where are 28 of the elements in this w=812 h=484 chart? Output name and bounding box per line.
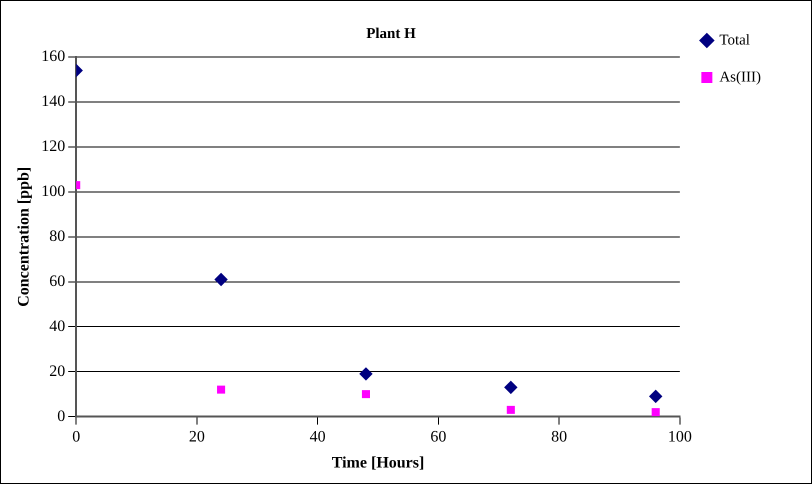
x-tick-label: 80 [551,428,568,446]
y-tick-label: 80 [49,228,66,246]
y-axis-title: Concentration [ppb] [16,166,33,307]
y-tick-label: 0 [57,408,66,425]
x-tick-label: 60 [430,428,446,446]
x-tick-label: 40 [310,428,326,446]
y-tick-label: 160 [41,48,66,66]
y-tick-label: 120 [41,138,66,156]
x-tick-label: 0 [72,428,80,446]
point [649,390,662,403]
y-tick-label: 140 [41,93,66,110]
y-tick-label: 40 [49,318,66,335]
y-tick-label: 100 [41,183,66,200]
point [504,380,518,394]
y-tick-label: 60 [49,272,66,290]
x-tick-label: 100 [668,428,692,446]
point [359,367,372,380]
y-tick-label: 20 [49,362,66,380]
point [362,390,370,398]
point [652,408,660,416]
legend-label: Total [719,32,750,48]
point [506,406,515,414]
point [217,386,226,394]
chart-title: Plant H [366,26,416,42]
point [214,273,228,286]
x-tick-label: 20 [188,428,205,446]
legend-label: As(III) [719,69,762,86]
x-axis-title: Time [Hours] [332,454,424,472]
